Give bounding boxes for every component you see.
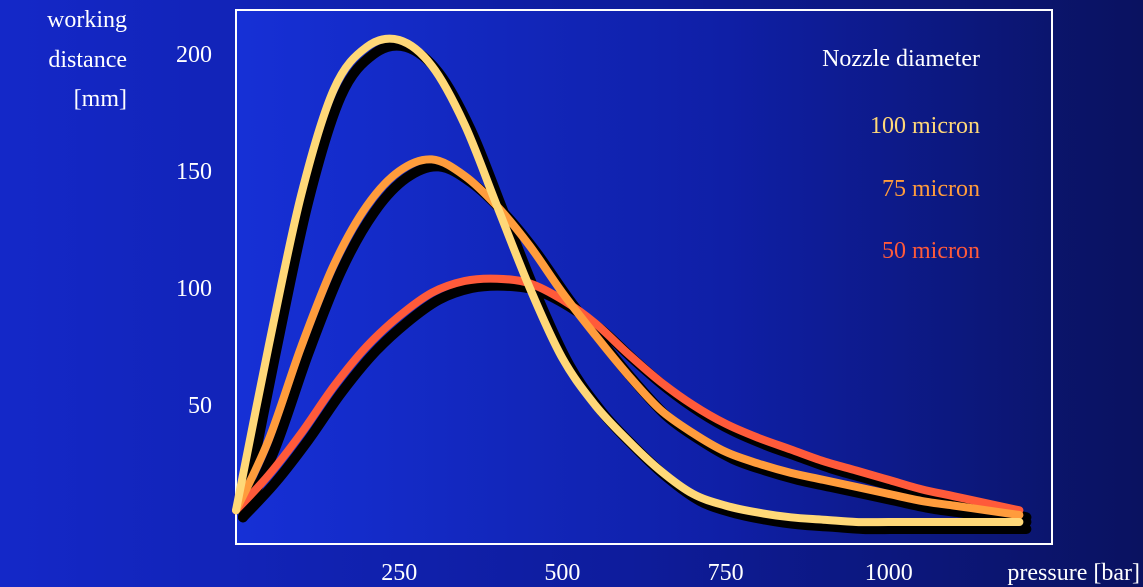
legend-entry-100-micron: 100 micron	[870, 113, 980, 139]
y-axis-label-line-2: distance	[48, 47, 127, 73]
plot-area	[235, 9, 1053, 545]
y-axis-label-line-3: [mm]	[74, 86, 127, 112]
axis-ticks: 250 500 750 1000 50 100 150 200	[176, 42, 913, 586]
legend-title: Nozzle diameter	[822, 46, 980, 72]
x-tick-label: 250	[381, 560, 417, 586]
x-tick-label: 500	[544, 560, 580, 586]
y-tick-label: 150	[176, 159, 212, 185]
x-tick-label: 1000	[865, 560, 913, 586]
series-line-50-micron	[232, 274, 1024, 515]
y-tick-label: 200	[176, 42, 212, 68]
y-axis-label-line-1: working	[47, 7, 127, 33]
series-group	[232, 34, 1032, 535]
x-tick-label: 750	[708, 560, 744, 586]
series-line-100-micron	[232, 34, 1024, 527]
legend-entry-75-micron: 75 micron	[882, 176, 980, 202]
y-tick-label: 100	[176, 276, 212, 302]
series-line-75-micron	[232, 155, 1024, 519]
x-axis-label: pressure [bar]	[1007, 560, 1140, 586]
legend-entry-50-micron: 50 micron	[882, 238, 980, 264]
y-tick-label: 50	[188, 393, 212, 419]
